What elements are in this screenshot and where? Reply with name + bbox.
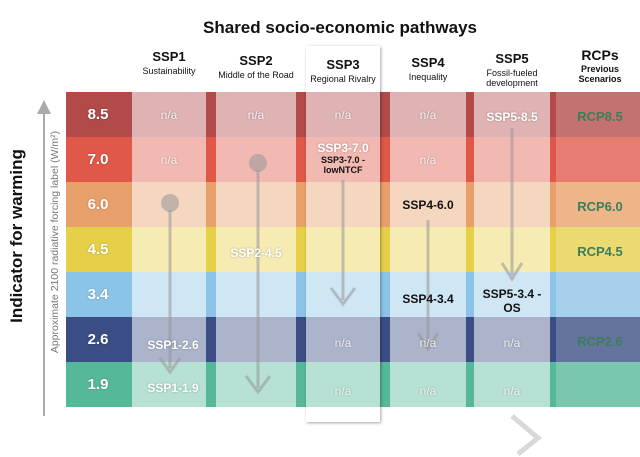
rcp-header-name: RCPs (581, 47, 619, 63)
level-label: 1.9 (87, 376, 109, 393)
ssp4-name: SSP4 (411, 55, 445, 70)
level-label: 7.0 (87, 151, 109, 168)
ssp3-subtitle: Regional Rivalry (310, 74, 376, 84)
ssp1-name: SSP1 (152, 49, 186, 64)
rcp-header: RCPs Previous Scenarios (560, 46, 640, 84)
rcp-column-tint (556, 92, 640, 407)
ssp2-subtitle: Middle of the Road (218, 70, 294, 80)
ssp5-3-4-os-label: SSP5-3.4 -OS (482, 286, 542, 315)
ssp5-8-5-label: SSP5-8.5 (486, 109, 538, 124)
ssp1-2-6-label: SSP1-2.6 (147, 337, 199, 352)
rcp2-6-label: RCP2.6 (577, 334, 623, 349)
ssp5-subtitle: Fossil-fueled development (486, 68, 538, 88)
ssp2-arrow-head (244, 375, 272, 395)
ssp4-subtitle: Inequality (408, 72, 448, 82)
ssp5-header: SSP5 Fossil-fueled development (474, 40, 550, 89)
ssp4-arrow-head (416, 332, 440, 352)
level-label: 4.5 (87, 241, 109, 258)
ssp1-1-9-label: SSP1-1.9 (147, 380, 199, 395)
ssp4-cell-1-9: n/a (419, 383, 437, 398)
ssp2-name: SSP2 (239, 53, 273, 68)
ssp4-cell-2-6: n/a (419, 335, 437, 350)
ssp2-cell-8-5: n/a (247, 107, 265, 122)
ssp2-4-5-label: SSP2-4.5 (230, 245, 282, 260)
ssp4-cell-8-5: n/a (419, 107, 437, 122)
ssp2-column (216, 42, 296, 424)
rcp8-5-label: RCP8.5 (577, 109, 623, 124)
ssp3-7-0-label: SSP3-7.0 (317, 141, 369, 155)
ssp5-cell-2-6: n/a (503, 335, 521, 350)
ssp3-name: SSP3 (326, 57, 360, 72)
level-label: 6.0 (87, 196, 109, 213)
ssp3-arrow-head (329, 287, 357, 307)
ssp1-origin-marker (161, 194, 179, 212)
ssp2-header: SSP2 Middle of the Road (216, 42, 296, 81)
ssp3-cell-1-9: n/a (334, 383, 352, 398)
ssp2-origin-marker (249, 154, 267, 172)
ssp4-3-4-label: SSP4-3.4 (402, 291, 454, 306)
ssp3-cell-8-5: n/a (334, 107, 352, 122)
ssp1-subtitle: Sustainability (142, 66, 196, 76)
ssp5-name: SSP5 (495, 51, 529, 66)
ssp4-header: SSP4 Inequality (390, 44, 466, 83)
level-label: 8.5 (87, 106, 109, 123)
ssp5-arrow-head (500, 262, 524, 282)
ssp3-header: SSP3 Regional Rivalry (306, 46, 380, 85)
rcp6-0-label: RCP6.0 (577, 199, 623, 214)
ssp4-cell-7-0: n/a (419, 152, 437, 167)
rcp4-5-label: RCP4.5 (577, 244, 623, 259)
ssp1-arrow-head (158, 357, 182, 375)
level-label: 2.6 (87, 331, 109, 348)
ssp5-cell-1-9: n/a (503, 383, 521, 398)
rcp-header-subtitle: Previous Scenarios (578, 64, 622, 84)
level-label: 3.4 (87, 286, 109, 303)
ssp3-7-0-lowntcf-label: SSP3-7.0 -lowNTCF (320, 155, 366, 175)
ssp4-6-0-label: SSP4-6.0 (402, 197, 454, 212)
warming-arrow-icon (37, 100, 51, 416)
page-corner-chevron-icon (510, 414, 542, 456)
ssp1-cell-8-5: n/a (160, 107, 178, 122)
ssp1-header: SSP1 Sustainability (132, 38, 206, 77)
ssp3-cell-2-6: n/a (334, 335, 352, 350)
figure-title: Shared socio-economic pathways (203, 18, 477, 37)
ssp3-7-0-group: SSP3-7.0 SSP3-7.0 -lowNTCF (298, 141, 388, 186)
ssp1-cell-7-0: n/a (160, 152, 178, 167)
